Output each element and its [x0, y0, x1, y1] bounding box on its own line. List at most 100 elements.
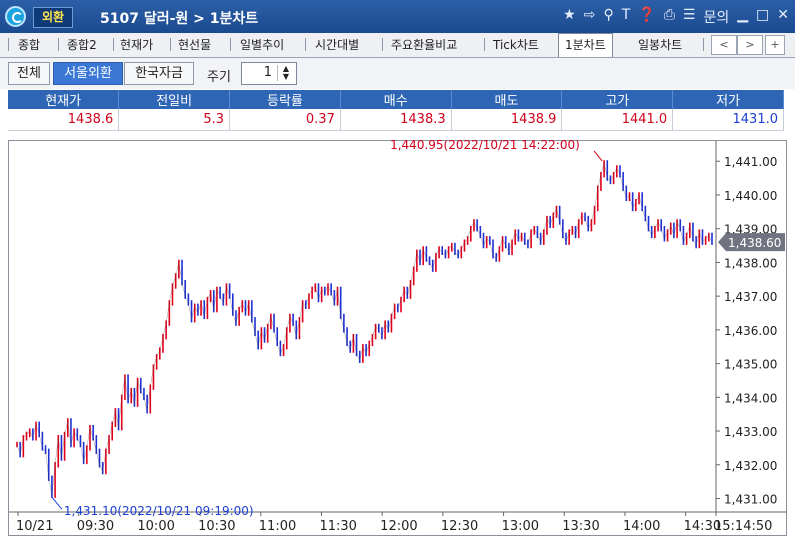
price-connector: [426, 258, 430, 263]
minimize-icon[interactable]: ▁: [737, 7, 749, 23]
link-icon[interactable]: ⚲: [603, 7, 614, 23]
price-connector: [369, 336, 373, 344]
price-connector: [626, 194, 630, 199]
price-connector: [492, 255, 497, 260]
price-connector: [438, 248, 443, 253]
list-icon[interactable]: ☰: [682, 7, 696, 23]
tab-prev-icon[interactable]: <: [711, 35, 737, 55]
price-connector: [521, 235, 525, 243]
price-connector: [337, 289, 341, 317]
period-stepper[interactable]: 1 ▲ ▼: [241, 62, 297, 85]
price-connector: [546, 218, 551, 226]
tab-fx-compare[interactable]: 주요환율비교: [391, 38, 458, 52]
price-connector: [410, 269, 414, 283]
filter-korea-money-button[interactable]: 한국자금: [124, 62, 194, 85]
price-connector: [273, 329, 278, 344]
inquiry-button[interactable]: 문의: [703, 10, 730, 26]
market-badge[interactable]: 외환: [33, 7, 74, 28]
tab-summary[interactable]: 종합: [18, 38, 41, 52]
price-connector: [435, 248, 440, 256]
price-connector: [362, 346, 367, 354]
price-connector: [515, 231, 519, 239]
price-connector: [340, 316, 345, 330]
price-connector: [83, 447, 88, 462]
price-connector: [511, 231, 516, 243]
maximize-icon[interactable]: □: [756, 7, 770, 23]
price-connector: [305, 296, 310, 307]
tab-tick-chart[interactable]: Tick차트: [493, 38, 539, 52]
price-connector: [416, 252, 421, 263]
spin-arrows-icon[interactable]: ▲ ▼: [277, 65, 294, 81]
x-tick-label: 12:30: [441, 519, 478, 534]
price-connector: [445, 248, 449, 256]
price-connector: [153, 356, 157, 368]
tab-by-time[interactable]: 시간대별: [315, 38, 360, 52]
tab-separator: [305, 38, 306, 51]
price-connector: [23, 434, 27, 438]
price-connector: [127, 390, 132, 401]
price-connector: [216, 289, 221, 297]
price-connector: [549, 215, 554, 226]
price-connector: [330, 292, 335, 303]
tab-daily-trend[interactable]: 일별추이: [240, 38, 285, 52]
text-icon[interactable]: T: [621, 7, 631, 23]
title-toolbar: ★ ⇨ ⚲ T ❓ ⎙ ☰ 문의 ▁ □ ✕: [563, 7, 789, 27]
price-connector: [648, 228, 652, 236]
price-connector: [162, 323, 167, 337]
tab-summary2[interactable]: 종합2: [67, 38, 97, 52]
price-connector: [572, 228, 576, 236]
price-connector: [324, 285, 329, 293]
quote-table: 현재가 전일비 등락률 매수 매도 고가 저가 1438.6 5.3 0.37 …: [8, 90, 784, 131]
price-connector: [146, 387, 151, 411]
price-connector: [254, 333, 259, 347]
filter-seoul-fx-button[interactable]: 서울외환: [53, 62, 123, 85]
price-connector: [384, 323, 389, 330]
star-icon[interactable]: ★: [563, 7, 576, 23]
y-tick-label: 1,436.00: [724, 324, 777, 338]
tab-current-price[interactable]: 현재가: [120, 38, 154, 52]
price-connector: [660, 228, 665, 239]
price-connector: [232, 312, 237, 324]
price-connector: [692, 238, 697, 246]
tab-separator: [382, 38, 383, 51]
price-connector: [534, 228, 538, 236]
price-chart[interactable]: 1,441.001,440.001,439.001,438.001,437.00…: [8, 140, 787, 536]
price-connector: [289, 316, 294, 324]
price-connector: [483, 238, 487, 246]
export-icon[interactable]: ⇨: [583, 7, 596, 23]
print-icon[interactable]: ⎙: [663, 7, 675, 23]
value-current: 1438.6: [8, 109, 120, 131]
tab-spot-futures[interactable]: 현선물: [178, 38, 212, 52]
tab-daily-chart[interactable]: 일봉차트: [638, 38, 683, 52]
price-connector: [67, 420, 72, 445]
filter-all-button[interactable]: 전체: [8, 62, 50, 85]
price-connector: [38, 434, 43, 448]
period-value[interactable]: 1: [263, 65, 272, 80]
price-connector: [29, 430, 34, 438]
price-connector: [318, 289, 322, 300]
price-connector: [245, 302, 249, 314]
price-connector: [140, 390, 145, 398]
price-connector: [184, 296, 189, 303]
tab-next-icon[interactable]: >: [737, 35, 763, 55]
y-tick-label: 1,441.00: [724, 155, 777, 169]
close-icon[interactable]: ✕: [777, 7, 789, 23]
price-connector: [159, 336, 164, 351]
price-connector: [92, 437, 97, 452]
help-icon[interactable]: ❓: [638, 7, 656, 23]
price-connector: [131, 390, 135, 405]
price-connector: [422, 248, 427, 260]
tab-add-icon[interactable]: +: [765, 35, 785, 55]
price-connector: [315, 285, 319, 300]
price-connector: [407, 282, 411, 297]
value-low: 1431.0: [672, 109, 784, 131]
price-connector: [708, 235, 713, 243]
low-annotation: 1,431.10(2022/10/21 09:19:00): [64, 504, 254, 518]
tab-separator: [113, 38, 114, 51]
price-connector: [296, 319, 300, 337]
price-connector: [89, 427, 94, 438]
price-connector: [667, 225, 671, 233]
price-connector: [495, 248, 500, 260]
price-connector: [610, 174, 614, 182]
tab-1min-chart[interactable]: 1분차트: [558, 33, 613, 57]
